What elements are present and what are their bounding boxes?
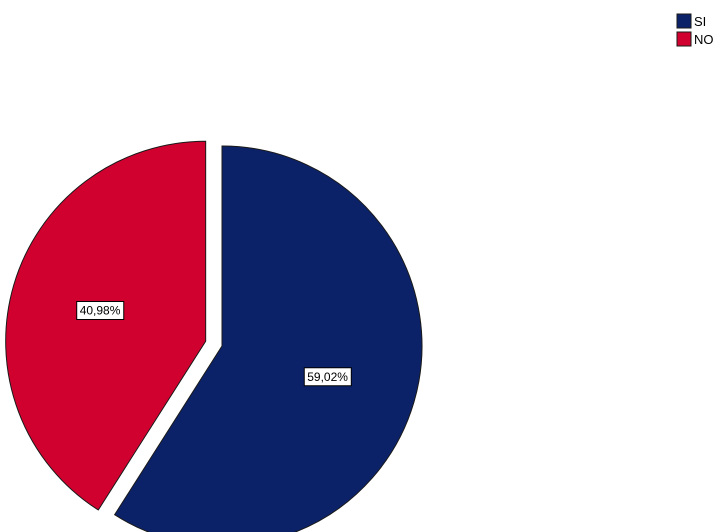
pie-slice-si (113, 145, 423, 532)
chart-legend: SI NO (676, 13, 714, 47)
legend-label-no: NO (694, 32, 714, 47)
legend-label-si: SI (694, 14, 706, 29)
pie-data-labels: 59,02% 40,98% (76, 300, 352, 387)
data-label-box-si (303, 367, 352, 387)
data-label-text-si: 59,02% (307, 370, 348, 384)
legend-swatch-si (676, 13, 692, 29)
data-label-no: 40,98% (76, 300, 125, 320)
data-label-si: 59,02% (303, 367, 352, 387)
data-label-text-no: 40,98% (80, 303, 121, 317)
legend-swatch-no (676, 31, 692, 47)
pie-slice-no (5, 140, 207, 511)
pie-slices (5, 140, 423, 532)
data-label-box-no (76, 300, 125, 320)
